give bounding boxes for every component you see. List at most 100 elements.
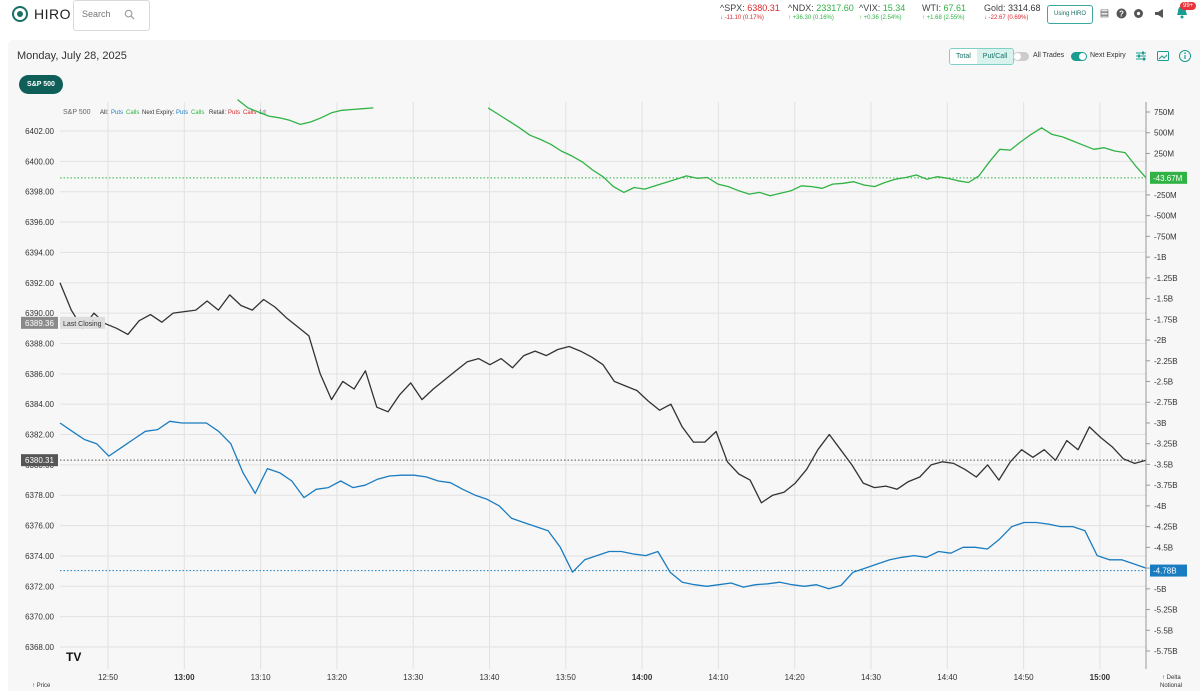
green-series-line [237, 99, 1147, 197]
next-expiry-label: Next Expiry [1090, 52, 1126, 59]
legend-item: Puts [176, 110, 188, 116]
delta-tick-label: -3.25B [1154, 440, 1178, 449]
last-closing-value: 6389.36 [25, 319, 54, 328]
ticker-change: ↓ -11.10 (0.17%) [720, 15, 764, 21]
ticker-symbol: ^NDX: [788, 3, 814, 13]
delta-tick-label: -5B [1154, 585, 1166, 594]
delta-tick-label: -750M [1154, 232, 1177, 241]
x-tick-label: 12:50 [98, 673, 119, 682]
x-tick-label: 13:50 [556, 673, 577, 682]
info-icon[interactable] [1178, 49, 1192, 63]
price-tick-label: 6370.00 [25, 613, 54, 622]
ticker-value: 23317.60 [816, 3, 854, 13]
screenshot-icon[interactable] [1156, 49, 1170, 63]
ticker-change: ↑ +0.36 (2.54%) [859, 15, 902, 21]
price-tick-label: 6400.00 [25, 157, 54, 166]
sliders-icon[interactable] [1134, 49, 1148, 63]
legend-item: Puts [228, 110, 240, 116]
delta-tick-label: -1.5B [1154, 295, 1173, 304]
ticker-ndx[interactable]: ^NDX: 23317.60 ↑ +36.30 (0.16%) [788, 3, 854, 21]
last-closing-label: Last Closing [63, 321, 102, 328]
delta-tick-label: 750M [1154, 108, 1174, 117]
delta-tick-label: -250M [1154, 191, 1177, 200]
blue-value-label: -4.78B [1153, 567, 1177, 576]
price-tick-label: 6374.00 [25, 552, 54, 561]
ticker-symbol: WTI: [922, 3, 941, 13]
ticker-value: 6380.31 [747, 3, 780, 13]
help-icon[interactable]: ? [1116, 8, 1127, 19]
legend-item: Puts [111, 110, 123, 116]
x-tick-label: 14:10 [708, 673, 729, 682]
ticker-value: 15.34 [882, 3, 906, 13]
top-bar: HIRO ^SPX: 6380.31 ↓ -11.10 (0.17%) ^NDX… [0, 0, 1200, 36]
settings-icon[interactable] [1133, 8, 1144, 19]
current-price-badge [21, 454, 58, 467]
x-tick-label: 13:00 [174, 673, 195, 682]
delta-tick-label: -500M [1154, 212, 1177, 221]
delta-tick-label: -2.5B [1154, 378, 1173, 387]
delta-tick-label: -1.25B [1154, 274, 1178, 283]
hiro-logo-icon [12, 6, 28, 22]
delta-tick-label: -1B [1154, 253, 1166, 262]
delta-tick-label: -3.75B [1154, 481, 1178, 490]
green-value-label: -43.67M [1153, 174, 1183, 183]
delta-tick-label: -5.75B [1154, 647, 1178, 656]
ticker-wti[interactable]: WTI: 67.61 ↑ +1.68 (2.55%) [922, 3, 966, 21]
legend-item: Calls [191, 110, 204, 116]
symbol-sp500-button[interactable]: S&P 500 [19, 75, 63, 94]
next-expiry-toggle[interactable] [1071, 52, 1087, 61]
price-tick-label: 6376.00 [25, 522, 54, 531]
ticker-spx[interactable]: ^SPX: 6380.31 ↓ -11.10 (0.17%) [720, 3, 780, 21]
delta-tick-label: -2.25B [1154, 357, 1178, 366]
last-closing-label-bg [60, 316, 105, 329]
current-price-value: 6380.31 [25, 456, 54, 465]
using-hiro-button[interactable]: Using HIRO [1047, 5, 1093, 24]
announcement-icon[interactable] [1154, 8, 1165, 19]
ticker-gold[interactable]: Gold: 3314.68 ↓ -22.67 (0.69%) [984, 3, 1041, 21]
notification-badge: 99+ [1180, 2, 1197, 10]
blue-value-badge [1150, 564, 1187, 577]
price-tick-label: 6384.00 [25, 400, 54, 409]
price-tick-label: 6386.00 [25, 370, 54, 379]
tab-put-call[interactable]: Put/Call [976, 49, 1014, 64]
ticker-value: 67.61 [943, 3, 967, 13]
price-series-line [59, 282, 1147, 504]
price-tick-label: 6392.00 [25, 279, 54, 288]
search-icon[interactable] [124, 9, 135, 20]
app-logo[interactable]: HIRO [12, 6, 71, 22]
ticker-symbol: Gold: [984, 3, 1006, 13]
ticker-change: ↑ +36.30 (0.16%) [788, 15, 834, 21]
delta-tick-label: 500M [1154, 129, 1174, 138]
document-icon[interactable]: ▤ [1099, 8, 1110, 19]
x-tick-label: 14:30 [861, 673, 882, 682]
search-box[interactable] [73, 0, 150, 31]
hiro-chart[interactable]: 12:50 13:00 13:10 13:20 13:30 13:40 13:50 14:00… [0, 96, 1200, 691]
x-tick-label: 13:20 [327, 673, 348, 682]
delta-tick-label: -5.25B [1154, 606, 1178, 615]
delta-tick-label: -4B [1154, 502, 1166, 511]
x-tick-label: 13:30 [403, 673, 424, 682]
all-trades-label: All Trades [1033, 52, 1065, 59]
x-tick-label: 14:20 [785, 673, 806, 682]
ticker-vix[interactable]: ^VIX: 15.34 ↑ +0.36 (2.54%) [859, 3, 905, 21]
delta-tick-label: 250M [1154, 149, 1174, 158]
search-input[interactable] [82, 9, 126, 19]
price-tick-label: 6368.00 [25, 643, 54, 652]
delta-tick-label: -4.25B [1154, 523, 1178, 532]
last-closing-badge [21, 316, 58, 329]
price-tick-label: 6396.00 [25, 218, 54, 227]
delta-tick-label: -2.75B [1154, 398, 1178, 407]
legend-item: Calls [126, 110, 139, 116]
price-tick-label: 6394.00 [25, 248, 54, 257]
price-tick-label: 6382.00 [25, 431, 54, 440]
all-trades-toggle[interactable] [1013, 52, 1029, 61]
price-tick-label: 6390.00 [25, 309, 54, 318]
app-name: HIRO [34, 6, 71, 22]
tab-total[interactable]: Total [950, 49, 977, 64]
legend-item: All: [100, 110, 109, 116]
delta-tick-label: -3.5B [1154, 460, 1173, 469]
x-tick-label: 13:40 [479, 673, 500, 682]
blue-series-line [59, 420, 1147, 590]
legend-item: Next Expiry: [142, 110, 175, 116]
ticker-value: 3314.68 [1008, 3, 1041, 13]
